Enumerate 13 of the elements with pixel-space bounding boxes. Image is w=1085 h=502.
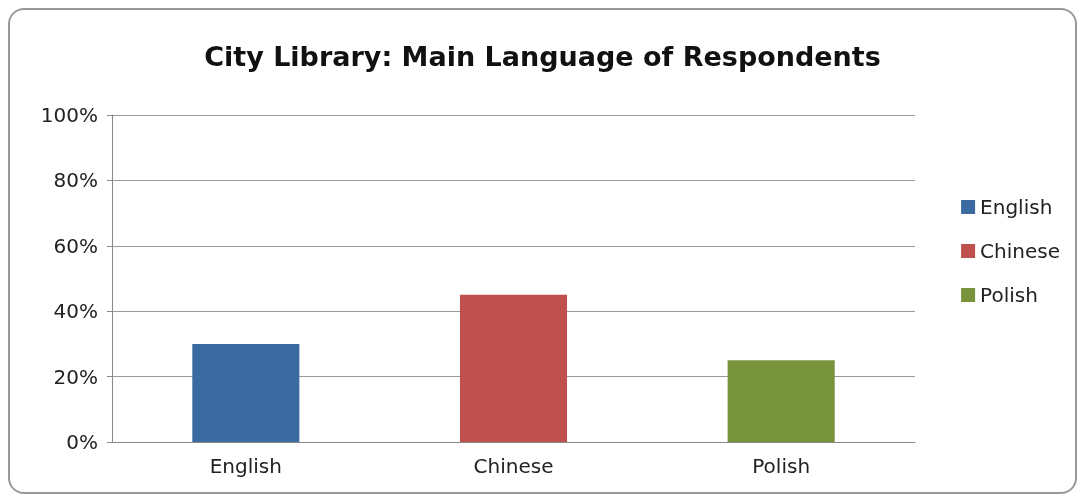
y-tick-label: 80% [53, 168, 98, 193]
x-tick-label: English [209, 454, 282, 478]
x-tick-label: Chinese [473, 454, 554, 478]
y-tick-label: 60% [53, 233, 98, 258]
y-tick-label: 100% [40, 103, 98, 127]
legend-label: Polish [980, 283, 1038, 307]
y-tick-label: 40% [53, 299, 98, 324]
chart-title: City Library: Main Language of Respondents [204, 41, 881, 72]
y-tick-label: 0% [66, 430, 98, 454]
legend-label: English [980, 195, 1053, 219]
y-tick-label: 20% [53, 364, 98, 389]
legend-label: Chinese [980, 239, 1060, 263]
x-tick-label: Polish [752, 454, 811, 478]
